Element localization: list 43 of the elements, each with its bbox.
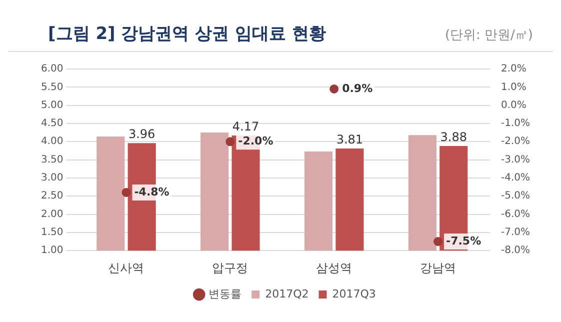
y2-tick-label: -5.0%: [500, 190, 530, 202]
y2-tick-label: -6.0%: [500, 208, 530, 220]
y-tick-label: 3.00: [41, 172, 64, 184]
legend-label: 2017Q3: [332, 287, 376, 300]
y-tick-label: 3.50: [41, 154, 64, 166]
y2-tick-label: -8.0%: [500, 245, 530, 256]
x-tick-label: 압구정: [212, 260, 248, 275]
y-tick-label: 5.50: [41, 82, 64, 93]
legend-label: 변동률: [208, 287, 242, 300]
point: [122, 188, 131, 197]
x-tick-label: 삼성역: [316, 260, 352, 275]
y-tick-label: 2.00: [41, 208, 64, 220]
y-tick-label: 5.00: [41, 100, 64, 111]
data-label: 4.17: [232, 120, 260, 134]
data-label: -7.5%: [446, 234, 482, 248]
y-tick-label: 4.00: [41, 136, 64, 148]
chart-subtitle: (단위: 만원/㎡): [444, 27, 533, 44]
data-label: -2.0%: [238, 134, 274, 148]
y-tick-label: 1.50: [41, 227, 64, 238]
point: [226, 137, 235, 146]
data-label: -4.8%: [134, 185, 170, 198]
y-tick-label: 2.50: [41, 190, 64, 202]
data-label: 0.9%: [342, 82, 373, 95]
y2-tick-label: 1.0%: [500, 82, 526, 93]
y-tick-label: 4.50: [41, 118, 64, 130]
legend-label: 2017Q2: [265, 287, 309, 300]
y2-tick-label: -7.0%: [500, 227, 530, 238]
y-tick-label: 6.00: [41, 64, 64, 75]
y2-tick-label: -2.0%: [500, 136, 530, 148]
data-label: 3.96: [128, 127, 156, 142]
y2-tick-label: -1.0%: [500, 118, 530, 130]
point: [330, 84, 339, 94]
y2-tick-label: 2.0%: [500, 64, 526, 75]
y2-tick-label: 0.0%: [500, 100, 526, 111]
chart-title: [그림 2] 강남권역 상권 임대료 현황: [48, 23, 326, 45]
data-label: 3.88: [440, 130, 467, 144]
point: [434, 237, 443, 246]
y-tick-label: 1.00: [41, 245, 64, 256]
x-tick-label: 강남역: [420, 260, 456, 275]
y2-tick-label: -3.0%: [500, 154, 530, 166]
data-label: 3.81: [336, 132, 364, 147]
x-tick-label: 신사역: [108, 260, 144, 275]
y2-tick-label: -4.0%: [500, 172, 530, 184]
